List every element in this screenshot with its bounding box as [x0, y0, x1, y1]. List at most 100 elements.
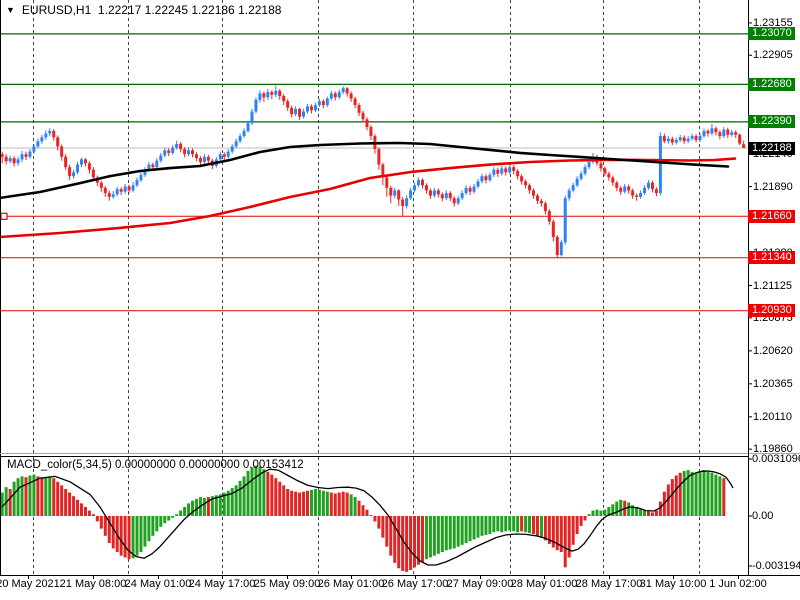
candle-body-bull [337, 92, 341, 98]
candle-body-bull [44, 133, 48, 138]
macd-histogram-bar [147, 516, 151, 542]
candle-body-bear [262, 93, 266, 98]
candle-body-bull [464, 187, 468, 194]
macd-histogram-bar [80, 503, 83, 516]
macd-histogram-bar [448, 516, 452, 550]
macd-histogram-bar [563, 516, 567, 568]
candle-body-bull [567, 190, 571, 199]
macd-histogram-bar [361, 505, 365, 516]
macd-histogram-bar [143, 516, 147, 547]
candle-body-bear [726, 129, 730, 135]
macd-histogram-bar [488, 516, 492, 535]
macd-histogram-bar [270, 474, 274, 516]
candle-body-bull [460, 193, 464, 199]
macd-histogram-bar [32, 474, 36, 516]
macd-histogram-bar [607, 506, 611, 516]
macd-histogram-bar [535, 516, 539, 536]
macd-histogram-bar [306, 490, 310, 516]
macd-histogram-bar [405, 516, 409, 572]
macd-histogram-bar [547, 516, 551, 544]
macd-histogram-bar [298, 492, 302, 516]
macd-histogram-bar [91, 514, 95, 516]
line-anchor-marker[interactable] [0, 212, 8, 220]
candle-body-bear [179, 143, 183, 150]
macd-histogram-bar [440, 516, 444, 553]
macd-histogram-bar [539, 516, 543, 538]
candle-body-bear [369, 127, 373, 137]
macd-histogram-bar [587, 514, 591, 516]
macd-histogram-bar [60, 485, 64, 516]
macd-histogram-bar [353, 497, 357, 516]
candle-body-bear [286, 101, 290, 108]
macd-signal-line [1, 468, 734, 566]
candle-body-bear [428, 190, 432, 196]
candle-body-bear [60, 146, 64, 157]
macd-histogram-bar [460, 516, 464, 545]
candle-body-bull [480, 176, 484, 182]
candle-body-bull [32, 146, 36, 152]
moving-average-black[interactable] [0, 141, 730, 200]
moving-average-red[interactable] [0, 157, 737, 239]
macd-indicator-label: MACD_color(5,34,5) 0.00000000 0.00000000… [7, 459, 304, 471]
candle-body-bear [611, 177, 615, 183]
macd-histogram-bar [131, 516, 135, 559]
macd-histogram-bar [139, 516, 143, 553]
macd-histogram-bar [107, 516, 111, 544]
candle-body-bull [417, 180, 421, 186]
candle-body-bull [686, 138, 690, 142]
candle-body-bear [631, 190, 635, 196]
candle-body-bull [246, 123, 250, 131]
macd-histogram-bar [428, 516, 432, 558]
macd-histogram-bar [167, 516, 171, 521]
macd-histogram-bar [690, 471, 694, 516]
macd-histogram-bar [127, 516, 131, 560]
macd-histogram-bar [68, 492, 72, 516]
macd-histogram-bar [64, 488, 68, 516]
macd-histogram-bar [444, 516, 448, 551]
candle-body-bull [571, 185, 575, 191]
macd-histogram-bar [611, 504, 615, 516]
macd-histogram-bar [202, 497, 206, 516]
candle-body-bull [341, 88, 345, 93]
macd-histogram-bar [278, 481, 282, 516]
candle-body-bear [298, 108, 302, 117]
candle-body-bear [345, 88, 349, 94]
macd-histogram-bar [500, 516, 504, 533]
candle-body-bull [325, 98, 329, 106]
macd-histogram-bar [627, 502, 631, 516]
macd-histogram-bar [56, 481, 60, 516]
macd-histogram-bar [218, 494, 222, 516]
candle-body-bull [294, 108, 298, 115]
candle-body-bull [409, 190, 413, 199]
macd-histogram-bar [302, 491, 306, 516]
candle-body-bull [40, 137, 44, 142]
macd-histogram-bar [333, 493, 337, 516]
candle-body-bull [274, 90, 278, 95]
candle-body-bear [353, 98, 357, 106]
candle-body-bull [163, 150, 167, 156]
macd-histogram-bar [226, 490, 230, 516]
candle-body-bull [115, 189, 119, 195]
candle-body-bear [357, 105, 361, 113]
macd-histogram-bar [238, 480, 242, 516]
candle-body-bull [329, 93, 333, 99]
macd-histogram-bar [349, 494, 353, 516]
macd-histogram-bar [595, 509, 599, 516]
candle-body-bull [143, 169, 147, 175]
candle-body-bull [563, 198, 567, 243]
candle-body-bull [254, 99, 258, 112]
candle-body-bull [36, 141, 40, 147]
macd-histogram-bar [8, 488, 12, 516]
chart-title: ▼ EURUSD,H1 1.22217 1.22245 1.22186 1.22… [6, 3, 281, 17]
candle-body-bull [579, 173, 583, 179]
candle-body-bear [83, 159, 87, 164]
candle-body-bull [492, 169, 496, 175]
candle-body-bear [278, 90, 282, 96]
candle-body-bear [551, 221, 555, 238]
candle-body-bull [646, 182, 650, 188]
macd-histogram-bar [210, 496, 214, 516]
candle-body-bull [674, 139, 678, 143]
macd-histogram-bar [583, 516, 587, 521]
macd-histogram-bar [179, 510, 183, 516]
